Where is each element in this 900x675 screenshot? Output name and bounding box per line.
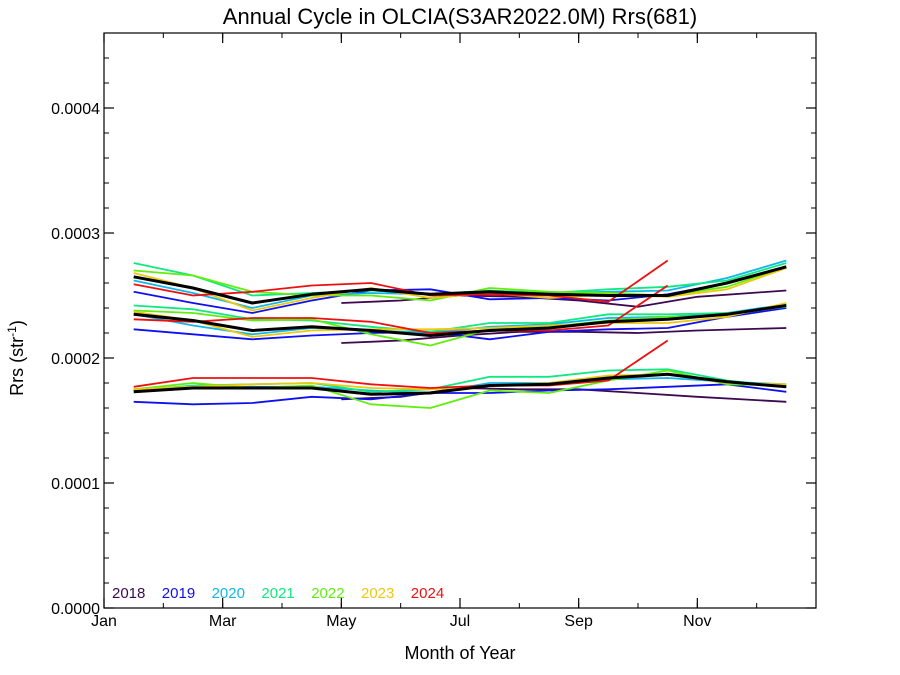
x-tick-label: Sep <box>564 613 593 630</box>
series-2024 <box>133 259 669 389</box>
x-tick-label: May <box>326 613 356 630</box>
x-tick-label: Jul <box>450 613 470 630</box>
series-2024-line-2 <box>133 284 669 334</box>
series-mean <box>133 265 787 396</box>
legend-item-2021: 2021 <box>261 585 294 602</box>
legend: 2018 2019 2020 2021 2022 2023 2024 <box>112 585 444 602</box>
x-tick-label: Jan <box>91 613 117 630</box>
series-2024-line-3 <box>133 339 669 389</box>
series-2019-line-3 <box>133 383 787 406</box>
mean-line-3 <box>133 372 787 396</box>
y-axis-label-base: Rrs (str <box>7 337 27 396</box>
series-2024-line-1 <box>133 259 669 303</box>
legend-item-2023: 2023 <box>361 585 394 602</box>
legend-item-2020: 2020 <box>212 585 245 602</box>
legend-item-2018: 2018 <box>112 585 145 602</box>
y-tick-label: 0.0001 <box>51 476 100 493</box>
series-layer <box>133 259 787 409</box>
y-tick-label: 0.0003 <box>51 226 100 243</box>
chart-title: Annual Cycle in OLCIA(S3AR2022.0M) Rrs(6… <box>223 4 697 29</box>
y-tick-label: 0.0000 <box>51 601 100 618</box>
mean-line-1 <box>133 265 787 305</box>
y-tick-label: 0.0004 <box>51 101 100 118</box>
series-2023-line-2 <box>133 302 787 338</box>
y-axis-label: Rrs (str-1) <box>5 320 27 396</box>
axes-layer: 0.0000 0.0001 0.0002 0.0003 0.0004 Jan Mar May J… <box>51 32 817 630</box>
series-2019-line-2 <box>133 307 787 341</box>
x-axis-label: Month of Year <box>404 643 515 663</box>
legend-item-2022: 2022 <box>311 585 344 602</box>
mean-line-2 <box>133 304 787 337</box>
x-tick-label: Mar <box>209 613 237 630</box>
y-tick-label: 0.0002 <box>51 351 100 368</box>
y-axis-label-sup: -1 <box>5 326 19 337</box>
y-axis-label-end: ) <box>7 320 27 326</box>
series-2021-line-2 <box>133 304 787 333</box>
x-tick-label: Nov <box>683 613 711 630</box>
legend-item-2024: 2024 <box>411 585 444 602</box>
legend-item-2019: 2019 <box>162 585 195 602</box>
